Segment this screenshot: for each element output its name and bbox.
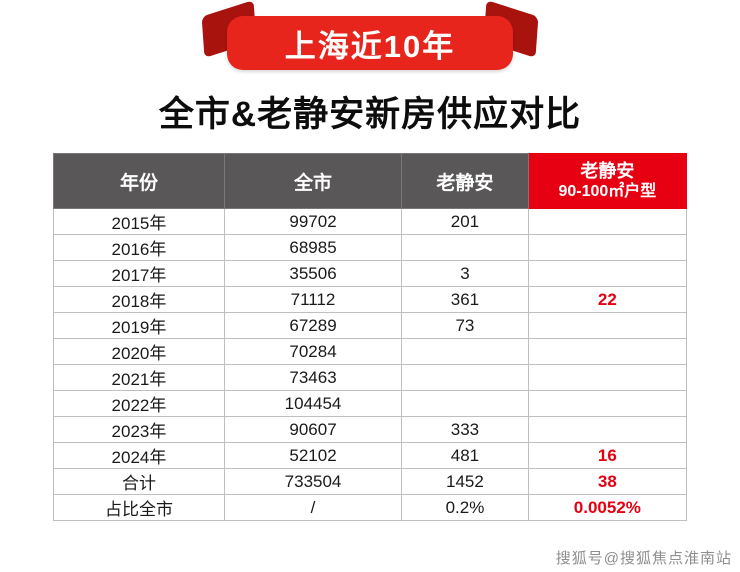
- cell-unit: 22: [527, 286, 688, 313]
- table-row: 2023年 90607 333: [53, 416, 688, 443]
- table-row-ratio: 占比全市 / 0.2% 0.0052%: [53, 494, 688, 521]
- page-title: 全市&老静安新房供应对比: [158, 95, 582, 134]
- cell-unit: [527, 260, 688, 287]
- cell-unit: [527, 416, 688, 443]
- table-row: 2021年 73463: [53, 364, 688, 391]
- table-row: 2019年 67289 73: [53, 312, 688, 339]
- title-ribbon: 上海近10年: [201, 0, 539, 70]
- col-header-unit-line2: 90-100㎡户型: [558, 183, 657, 201]
- cell-citywide: 90607: [223, 416, 403, 443]
- cell-unit: [527, 312, 688, 339]
- cell-citywide: 104454: [223, 390, 403, 417]
- cell-citywide: /: [223, 494, 403, 521]
- supply-table-wrap: 年份 全市 老静安 老静安 90-100㎡户型 2015年 99702 201 …: [53, 153, 688, 521]
- cell-jingan: 333: [401, 416, 529, 443]
- col-header-unit-type: 老静安 90-100㎡户型: [527, 153, 688, 209]
- col-header-unit-line1: 老静安: [580, 160, 635, 181]
- table-row: 2017年 35506 3: [53, 260, 688, 287]
- cell-year: 2015年: [53, 208, 225, 235]
- table-row: 2018年 71112 361 22: [53, 286, 688, 313]
- cell-unit: 16: [527, 442, 688, 469]
- cell-citywide: 70284: [223, 338, 403, 365]
- table-row-total: 合计 733504 1452 38: [53, 468, 688, 495]
- cell-year: 2020年: [53, 338, 225, 365]
- cell-year: 2019年: [53, 312, 225, 339]
- cell-citywide: 733504: [223, 468, 403, 495]
- cell-jingan: [401, 364, 529, 391]
- cell-jingan: 201: [401, 208, 529, 235]
- cell-year: 2016年: [53, 234, 225, 261]
- cell-unit: 0.0052%: [527, 494, 688, 521]
- cell-year: 2022年: [53, 390, 225, 417]
- cell-jingan: [401, 390, 529, 417]
- cell-year: 2024年: [53, 442, 225, 469]
- table-header-row: 年份 全市 老静安 老静安 90-100㎡户型: [53, 153, 688, 209]
- cell-unit: [527, 364, 688, 391]
- cell-unit: 38: [527, 468, 688, 495]
- cell-jingan: 361: [401, 286, 529, 313]
- cell-jingan: 481: [401, 442, 529, 469]
- table-row: 2024年 52102 481 16: [53, 442, 688, 469]
- table-row: 2020年 70284: [53, 338, 688, 365]
- cell-unit: [527, 234, 688, 261]
- cell-jingan: 1452: [401, 468, 529, 495]
- col-header-citywide: 全市: [223, 153, 403, 209]
- cell-unit: [527, 208, 688, 235]
- cell-unit: [527, 390, 688, 417]
- cell-citywide: 67289: [223, 312, 403, 339]
- cell-jingan: 73: [401, 312, 529, 339]
- table-row: 2016年 68985: [53, 234, 688, 261]
- cell-jingan: [401, 338, 529, 365]
- cell-unit: [527, 338, 688, 365]
- cell-year: 占比全市: [53, 494, 225, 521]
- cell-citywide: 73463: [223, 364, 403, 391]
- watermark: 搜狐号@搜狐焦点淮南站: [555, 550, 732, 567]
- cell-jingan: 3: [401, 260, 529, 287]
- col-header-year: 年份: [53, 153, 225, 209]
- table-row: 2015年 99702 201: [53, 208, 688, 235]
- cell-citywide: 35506: [223, 260, 403, 287]
- cell-jingan: 0.2%: [401, 494, 529, 521]
- cell-citywide: 68985: [223, 234, 403, 261]
- ribbon-label: 上海近10年: [227, 16, 513, 70]
- cell-year: 2017年: [53, 260, 225, 287]
- table-row: 2022年 104454: [53, 390, 688, 417]
- col-header-jingan: 老静安: [401, 153, 529, 209]
- supply-table: 年份 全市 老静安 老静安 90-100㎡户型 2015年 99702 201 …: [53, 153, 688, 521]
- cell-year: 2023年: [53, 416, 225, 443]
- cell-jingan: [401, 234, 529, 261]
- cell-citywide: 71112: [223, 286, 403, 313]
- cell-year: 2018年: [53, 286, 225, 313]
- cell-year: 合计: [53, 468, 225, 495]
- cell-citywide: 99702: [223, 208, 403, 235]
- cell-year: 2021年: [53, 364, 225, 391]
- cell-citywide: 52102: [223, 442, 403, 469]
